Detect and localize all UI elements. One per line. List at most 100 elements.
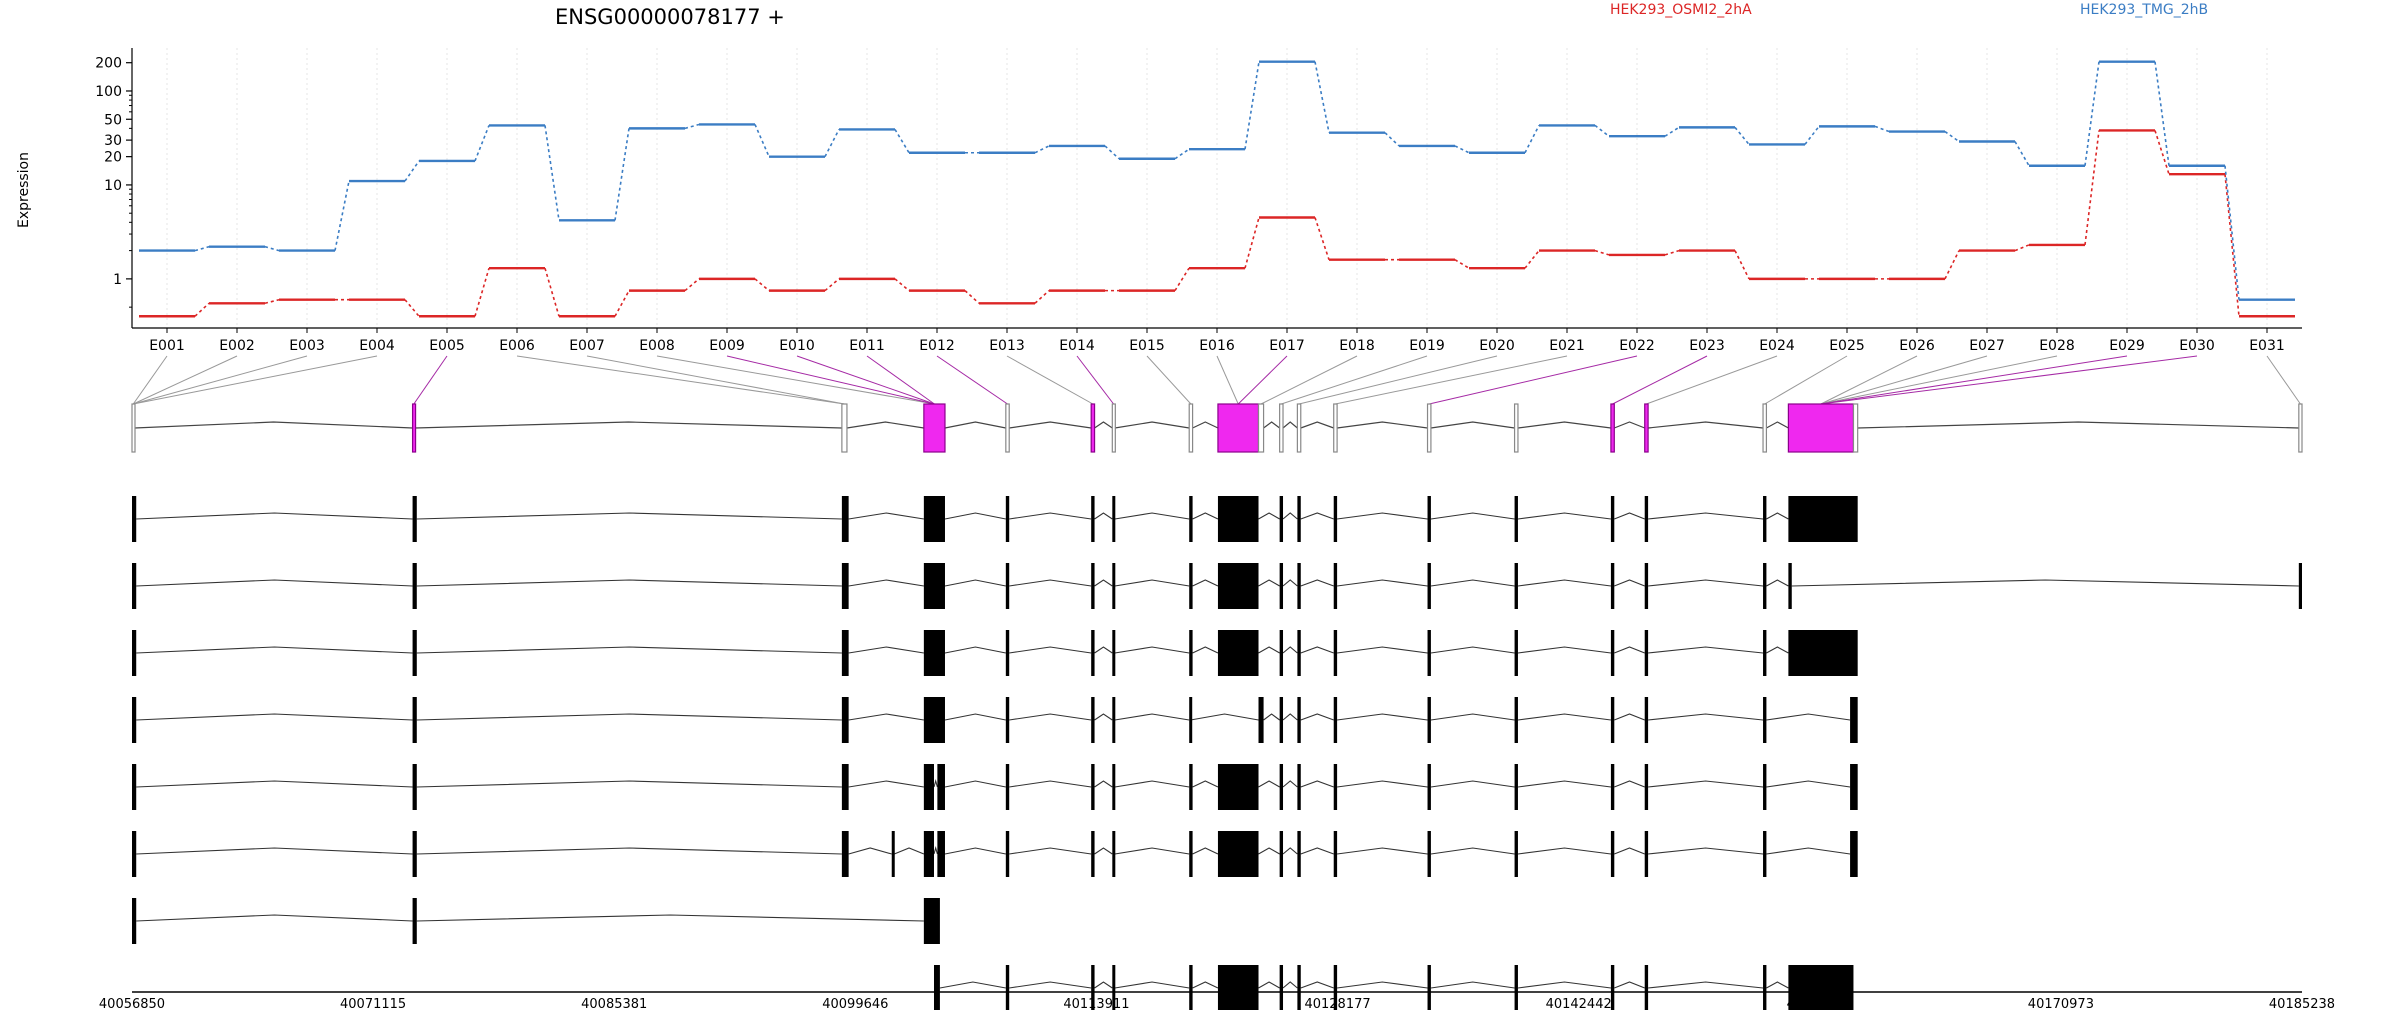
transcript-exon bbox=[1514, 697, 1518, 743]
transcript-exon bbox=[1279, 764, 1284, 810]
bin-label: E006 bbox=[499, 338, 535, 354]
transcript-exon bbox=[132, 563, 137, 609]
transcript-intron bbox=[136, 512, 413, 520]
transcript-intron bbox=[416, 780, 842, 788]
transcript-intron bbox=[1009, 646, 1092, 654]
y-tick-label: 30 bbox=[104, 133, 122, 149]
bin-exon-connector bbox=[1237, 355, 1288, 405]
bin-exon-connector bbox=[1820, 355, 1918, 405]
series-connector bbox=[1384, 132, 1400, 147]
transcript-intron bbox=[1094, 512, 1113, 520]
exon-box bbox=[923, 403, 946, 453]
series-connector bbox=[2224, 174, 2240, 317]
transcript-exon bbox=[1788, 563, 1792, 609]
transcript-exon bbox=[1112, 831, 1116, 877]
transcript-intron bbox=[1337, 981, 1428, 989]
transcript-intron bbox=[1614, 981, 1645, 989]
transcript bbox=[132, 697, 1858, 743]
transcript-exon bbox=[1610, 764, 1615, 810]
transcript-exon bbox=[933, 965, 940, 1010]
transcript-exon bbox=[841, 831, 849, 877]
transcript-exon bbox=[1091, 831, 1095, 877]
transcript-exon bbox=[1297, 697, 1301, 743]
series-connector bbox=[1734, 126, 1750, 145]
transcript-intron bbox=[1009, 512, 1092, 520]
transcript-exon bbox=[1514, 496, 1518, 542]
transcript-intron bbox=[1192, 646, 1219, 654]
series-connector bbox=[1454, 259, 1470, 269]
bin-label: E021 bbox=[1549, 338, 1585, 354]
exon-box bbox=[1005, 403, 1010, 453]
transcript-exon bbox=[1091, 764, 1095, 810]
transcript-exon bbox=[412, 630, 417, 676]
transcript-intron bbox=[1337, 713, 1428, 721]
transcript-intron bbox=[1791, 579, 2299, 587]
exon-box bbox=[1188, 403, 1194, 453]
transcript-exon bbox=[1279, 630, 1284, 676]
transcript-intron bbox=[1300, 646, 1334, 654]
transcript-intron bbox=[944, 847, 1006, 855]
transcript-intron bbox=[848, 780, 924, 788]
genome-tick-label: 40128177 bbox=[1304, 997, 1370, 1010]
transcript-intron bbox=[1766, 579, 1789, 587]
bin-exon-connector bbox=[866, 355, 935, 405]
transcript-exon bbox=[1763, 697, 1767, 743]
series-connector bbox=[2014, 141, 2030, 167]
y-tick-label: 10 bbox=[104, 178, 122, 194]
transcript bbox=[933, 965, 1854, 1010]
transcript-intron bbox=[1300, 713, 1334, 721]
bin-exon-connector bbox=[413, 355, 448, 405]
bin-label: E004 bbox=[359, 338, 395, 354]
intron-line bbox=[1337, 421, 1428, 429]
transcript-exon bbox=[1644, 831, 1649, 877]
bin-label: E005 bbox=[429, 338, 465, 354]
series-1 bbox=[139, 60, 2295, 301]
transcript-exon bbox=[1005, 831, 1010, 877]
transcript-exon bbox=[1763, 496, 1767, 542]
transcript-intron bbox=[1300, 981, 1334, 989]
series-0 bbox=[139, 129, 2295, 318]
transcript-exon bbox=[1333, 764, 1338, 810]
transcript-intron bbox=[1517, 847, 1611, 855]
transcript-exon bbox=[1189, 496, 1193, 542]
transcript-intron bbox=[416, 579, 842, 587]
exon-connectors bbox=[132, 355, 2301, 405]
series-connector bbox=[614, 290, 630, 317]
bin-label: E012 bbox=[919, 338, 955, 354]
transcript-exon bbox=[1279, 496, 1284, 542]
transcript-intron bbox=[1282, 579, 1298, 587]
bin-label: E028 bbox=[2039, 338, 2075, 354]
transcript-intron bbox=[944, 579, 1006, 587]
exon-box bbox=[1217, 403, 1260, 453]
transcript-exon bbox=[1217, 831, 1259, 877]
bin-exon-connector bbox=[1298, 355, 1498, 405]
transcript-intron bbox=[1258, 981, 1280, 989]
exon-box bbox=[1610, 403, 1615, 453]
transcript-exon bbox=[132, 630, 137, 676]
transcript-exon bbox=[1763, 965, 1767, 1010]
series-connector bbox=[1664, 126, 1680, 137]
transcript-exon bbox=[1005, 965, 1010, 1010]
bin-exon-connector bbox=[726, 355, 935, 405]
transcript-intron bbox=[1258, 780, 1280, 788]
transcript-exon bbox=[412, 697, 417, 743]
transcript-exon bbox=[841, 697, 849, 743]
transcript-intron bbox=[1614, 780, 1645, 788]
transcript-intron bbox=[1648, 981, 1764, 989]
series-connector bbox=[894, 128, 910, 154]
transcript-exon bbox=[1112, 630, 1116, 676]
exon-box bbox=[841, 403, 848, 453]
transcript-intron bbox=[1766, 780, 1851, 788]
bin-exon-connector bbox=[1820, 355, 2128, 405]
series-connector bbox=[194, 245, 210, 252]
transcript-intron bbox=[1517, 981, 1611, 989]
series-connector bbox=[404, 299, 420, 317]
bin-label: E022 bbox=[1619, 338, 1655, 354]
bin-label: E017 bbox=[1269, 338, 1305, 354]
series-connector bbox=[1244, 217, 1260, 269]
transcript-exon bbox=[1514, 563, 1518, 609]
transcript-intron bbox=[848, 646, 924, 654]
transcript-intron bbox=[1192, 780, 1219, 788]
transcript-exon bbox=[1189, 831, 1193, 877]
